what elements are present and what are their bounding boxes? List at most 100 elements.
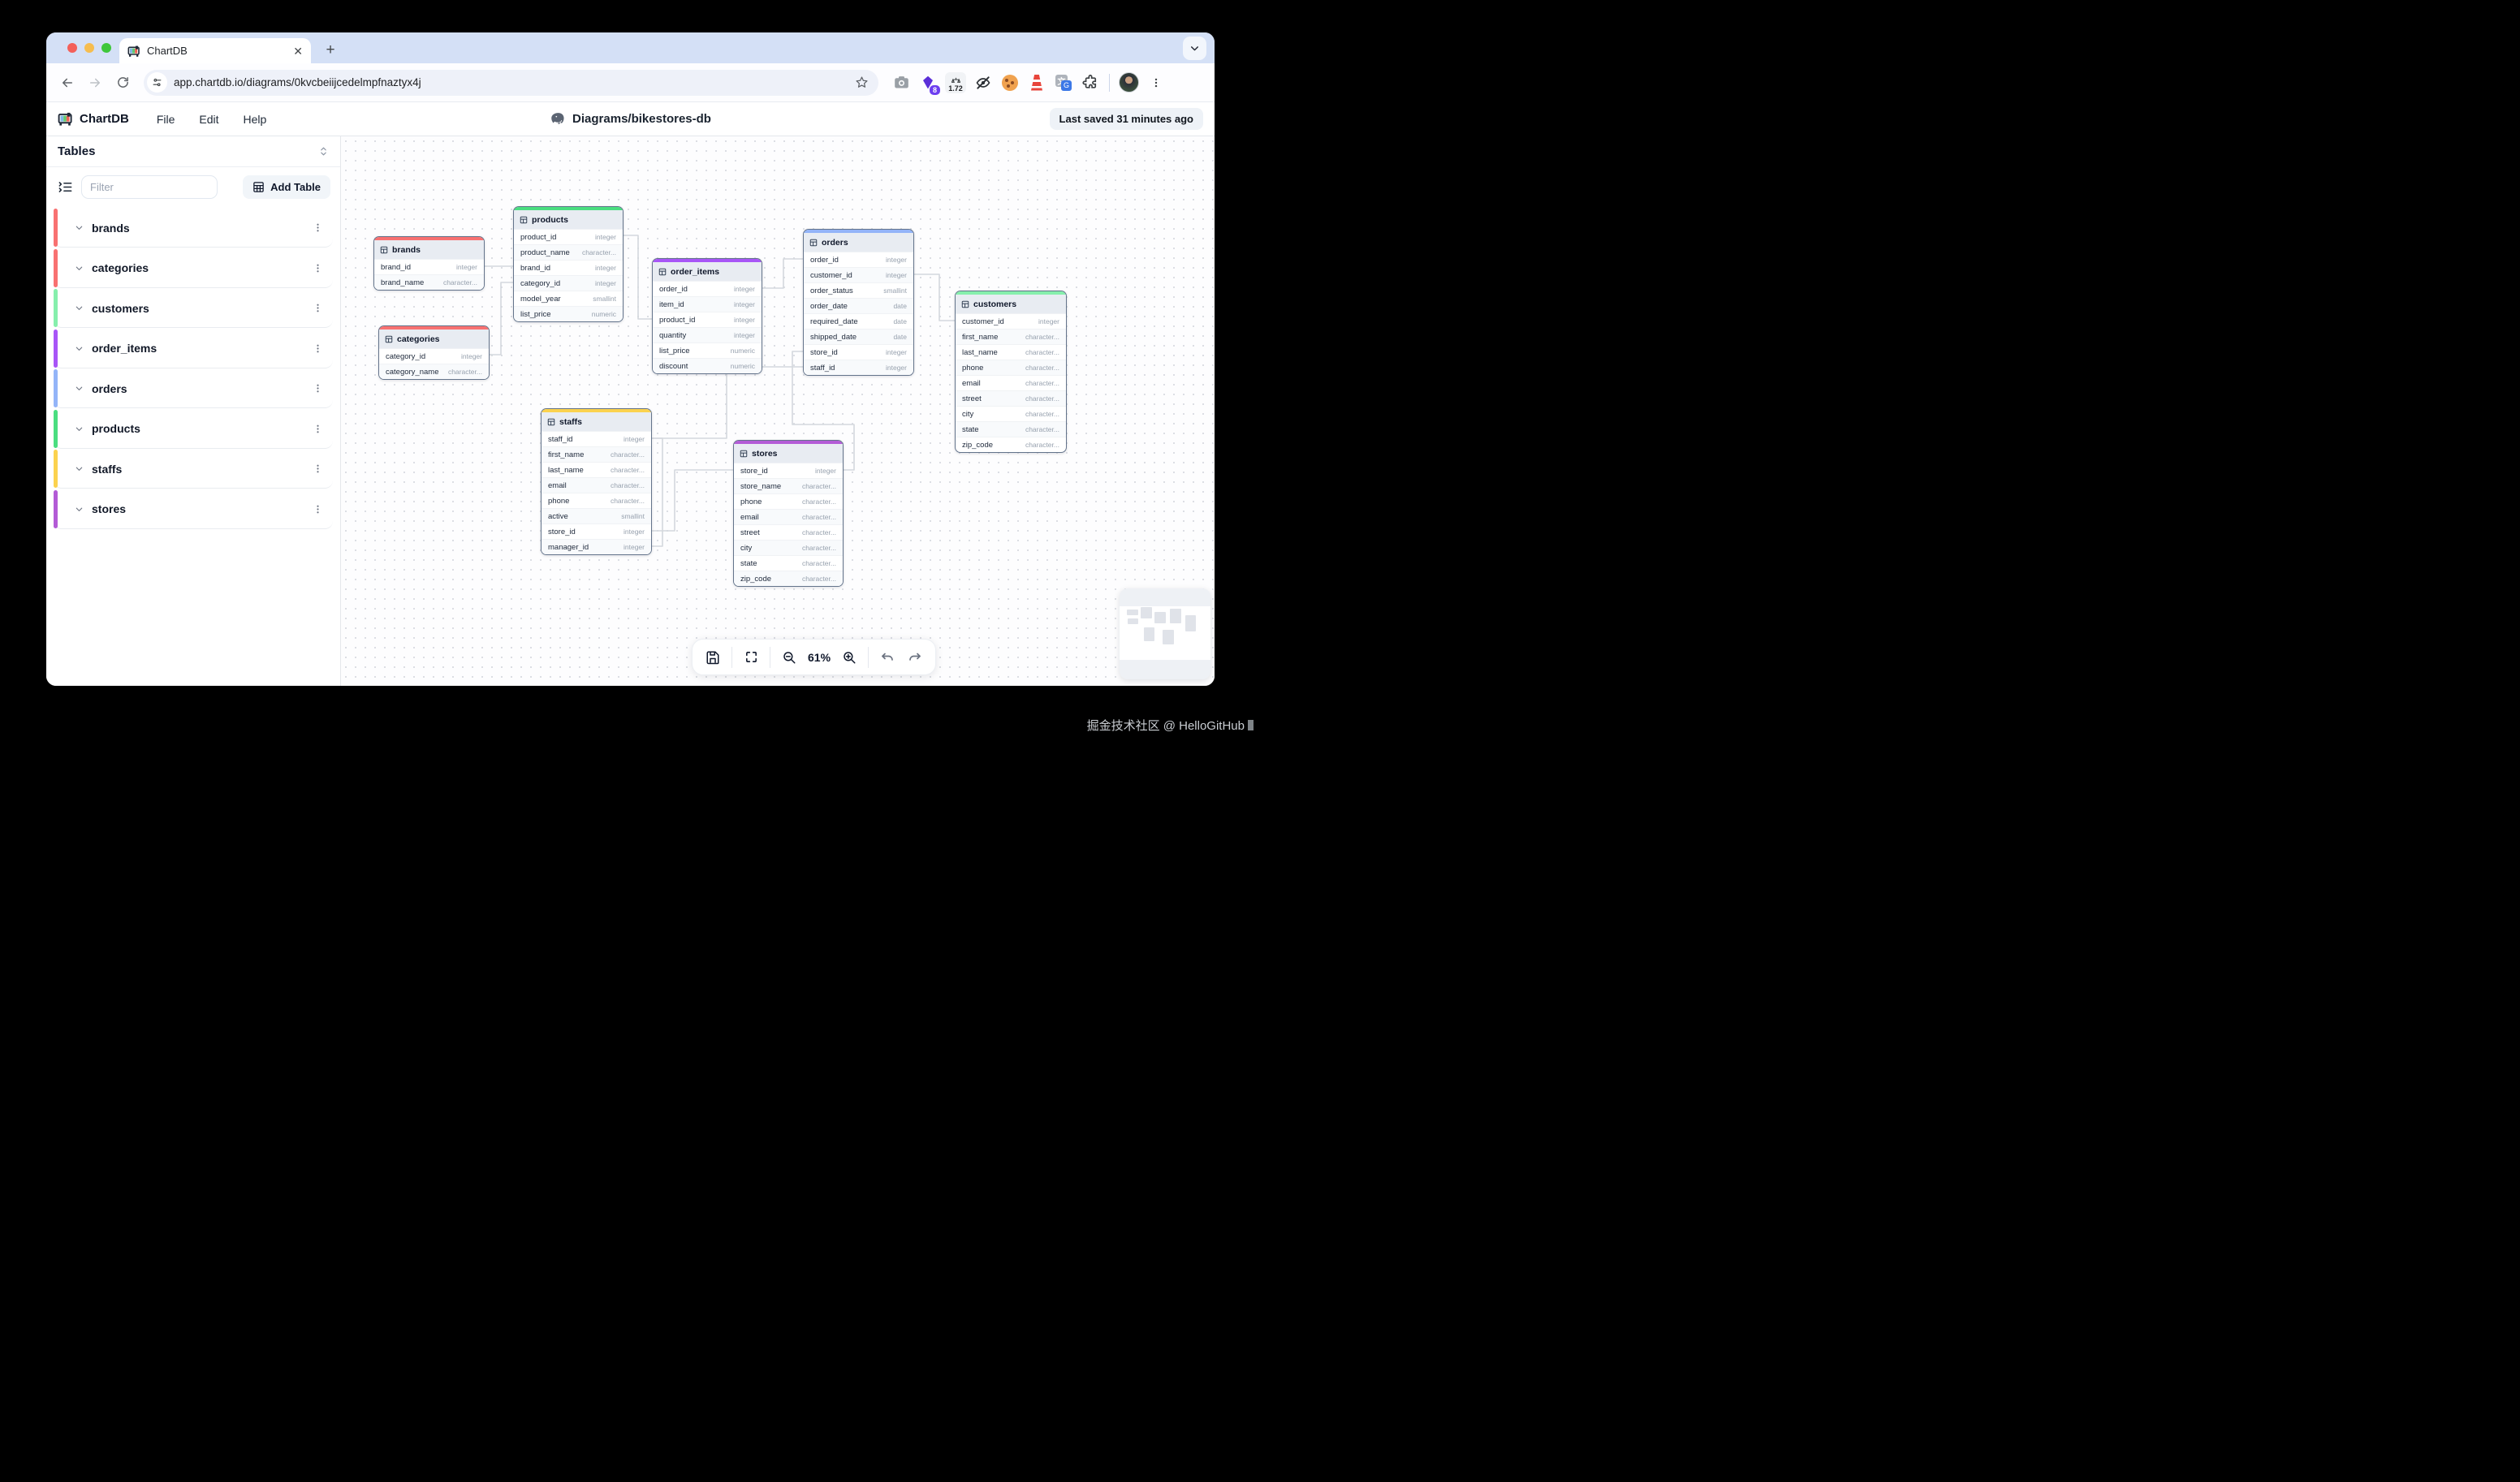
field-row-phone: phone character... <box>734 493 843 509</box>
table-node-header[interactable]: staffs <box>542 412 651 431</box>
field-type: character... <box>447 368 482 376</box>
table-menu-icon[interactable] <box>313 463 323 474</box>
zoom-out-button[interactable] <box>775 644 803 671</box>
maximize-window-button[interactable] <box>101 43 111 53</box>
table-menu-icon[interactable] <box>313 303 323 313</box>
menu-edit[interactable]: Edit <box>199 112 219 126</box>
field-row-phone: phone character... <box>956 360 1066 375</box>
table-node-header[interactable]: categories <box>379 330 489 348</box>
chevron-down-icon[interactable] <box>75 223 84 232</box>
eye-off-extension-icon[interactable] <box>973 73 993 93</box>
chevron-down-icon[interactable] <box>75 304 84 312</box>
minimap-table-rect <box>1141 606 1152 618</box>
chevron-down-icon[interactable] <box>75 464 84 473</box>
table-node-header[interactable]: stores <box>734 444 843 463</box>
browser-toolbar: app.chartdb.io/diagrams/0kvcbeiijcedelmp… <box>46 63 1215 101</box>
sidebar-item-staffs[interactable]: staffs <box>54 450 333 489</box>
chevron-down-icon[interactable] <box>75 344 84 353</box>
table-node-customers[interactable]: customers customer_id integer first_name cha… <box>955 291 1067 453</box>
diagram-canvas[interactable]: brands brand_id integer brand_name character… <box>341 136 1215 686</box>
sidebar-item-customers[interactable]: customers <box>54 289 333 328</box>
new-tab-button[interactable]: + <box>326 41 335 58</box>
site-settings-icon[interactable] <box>147 72 167 93</box>
table-node-header[interactable]: order_items <box>653 262 762 281</box>
field-row-phone: phone character... <box>542 493 651 508</box>
translate-extension-icon[interactable]: 文G <box>1054 73 1073 93</box>
table-menu-icon[interactable] <box>313 222 323 233</box>
sidebar-item-brands[interactable]: brands <box>54 209 333 248</box>
menu-file[interactable]: File <box>156 112 175 126</box>
chevron-down-icon[interactable] <box>75 505 84 514</box>
screenshot-camera-icon[interactable] <box>891 73 911 93</box>
field-type: date <box>893 317 907 325</box>
tab-close-icon[interactable]: ✕ <box>293 44 303 58</box>
table-node-header[interactable]: products <box>514 210 623 229</box>
chevron-down-icon[interactable] <box>75 384 84 393</box>
table-menu-icon[interactable] <box>313 343 323 354</box>
bookmark-star-icon[interactable] <box>855 75 869 89</box>
tab-search-button[interactable] <box>1183 37 1206 60</box>
table-menu-icon[interactable] <box>313 504 323 515</box>
redo-button[interactable] <box>901 644 929 671</box>
table-node-products[interactable]: products product_id integer product_name cha… <box>513 206 624 322</box>
minimap[interactable] <box>1120 588 1210 679</box>
table-node-header[interactable]: customers <box>956 295 1066 313</box>
browser-tab-chartdb[interactable]: ChartDB ✕ <box>119 38 311 63</box>
lighthouse-extension-icon[interactable] <box>1027 73 1046 93</box>
table-color-bar <box>54 409 58 448</box>
table-node-staffs[interactable]: staffs staff_id integer first_name character… <box>541 408 652 555</box>
field-row-discount: discount numeric <box>653 358 762 373</box>
sidebar-item-categories[interactable]: categories <box>54 248 333 288</box>
filter-input[interactable] <box>81 175 218 199</box>
field-type: integer <box>1038 317 1059 325</box>
chevron-down-icon[interactable] <box>75 264 84 273</box>
table-menu-icon[interactable] <box>313 424 323 434</box>
field-name: street <box>740 528 760 537</box>
field-row-item_id: item_id integer <box>653 296 762 312</box>
zoom-level-label: 61% <box>808 650 831 664</box>
table-menu-icon[interactable] <box>313 263 323 274</box>
sidebar-item-orders[interactable]: orders <box>54 369 333 408</box>
table-node-header[interactable]: brands <box>374 240 484 259</box>
table-node-brands[interactable]: brands brand_id integer brand_name character… <box>373 236 485 291</box>
menu-help[interactable]: Help <box>243 112 267 126</box>
field-name: order_status <box>810 286 853 295</box>
field-name: store_id <box>740 466 768 476</box>
reload-button[interactable] <box>111 71 134 94</box>
forward-button[interactable] <box>84 71 106 94</box>
field-type: smallint <box>883 286 907 295</box>
table-node-orders[interactable]: orders order_id integer customer_id integer o… <box>803 229 914 376</box>
browser-menu-icon[interactable] <box>1146 73 1166 93</box>
sidebar-item-products[interactable]: products <box>54 409 333 449</box>
extensions-puzzle-icon[interactable] <box>1081 73 1100 93</box>
table-node-order_items[interactable]: order_items order_id integer item_id integer… <box>652 258 762 374</box>
table-node-stores[interactable]: stores store_id integer store_name character… <box>733 440 844 587</box>
save-button[interactable] <box>699 644 727 671</box>
fit-view-button[interactable] <box>737 644 765 671</box>
undo-button[interactable] <box>874 644 901 671</box>
zoom-in-button[interactable] <box>835 644 863 671</box>
url-bar[interactable]: app.chartdb.io/diagrams/0kvcbeiijcedelmp… <box>144 69 878 96</box>
close-window-button[interactable] <box>67 43 77 53</box>
sidebar-item-order_items[interactable]: order_items <box>54 329 333 368</box>
field-row-first_name: first_name character... <box>542 446 651 462</box>
chevron-down-icon[interactable] <box>75 424 84 433</box>
table-node-categories[interactable]: categories category_id integer category_nam… <box>378 325 490 380</box>
field-row-brand_name: brand_name character... <box>374 274 484 290</box>
field-row-store_name: store_name character... <box>734 478 843 493</box>
gem-extension-icon[interactable]: 8 <box>918 73 940 95</box>
cookie-extension-icon[interactable] <box>1000 73 1020 93</box>
chevrons-up-down-icon[interactable] <box>318 146 329 157</box>
back-button[interactable] <box>56 71 79 94</box>
profile-avatar[interactable] <box>1119 72 1139 93</box>
table-node-header[interactable]: orders <box>804 233 913 252</box>
sidebar-item-stores[interactable]: stores <box>54 489 333 529</box>
field-row-order_date: order_date date <box>804 298 913 313</box>
minimize-window-button[interactable] <box>84 43 94 53</box>
list-collapse-icon[interactable] <box>58 179 73 195</box>
scale-extension-icon[interactable]: 1.72 <box>945 71 966 93</box>
add-table-button[interactable]: Add Table <box>243 175 330 199</box>
table-menu-icon[interactable] <box>313 383 323 394</box>
field-row-order_id: order_id integer <box>653 281 762 296</box>
field-type: character... <box>1025 333 1059 341</box>
